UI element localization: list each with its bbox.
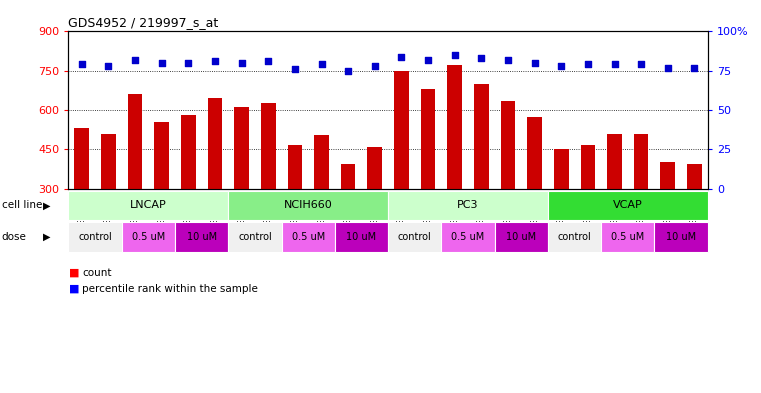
Bar xyxy=(661,162,675,189)
Bar xyxy=(501,101,515,189)
Bar xyxy=(234,107,249,189)
Point xyxy=(209,58,221,64)
Point xyxy=(155,60,167,66)
Point xyxy=(528,60,540,66)
Text: ■: ■ xyxy=(68,284,79,294)
Text: control: control xyxy=(558,232,591,242)
Point xyxy=(555,63,567,69)
Text: 0.5 uM: 0.5 uM xyxy=(132,232,165,242)
Text: ▶: ▶ xyxy=(43,200,51,210)
Point xyxy=(396,53,408,60)
Point xyxy=(608,61,620,68)
Bar xyxy=(447,66,462,189)
Bar xyxy=(75,129,89,189)
Point xyxy=(422,57,434,63)
Text: LNCAP: LNCAP xyxy=(130,200,167,210)
Bar xyxy=(421,89,435,189)
Bar xyxy=(341,164,355,189)
Bar xyxy=(527,117,542,189)
Text: control: control xyxy=(398,232,431,242)
Text: cell line: cell line xyxy=(2,200,42,210)
Bar xyxy=(261,103,275,189)
Point xyxy=(75,61,88,68)
Text: 0.5 uM: 0.5 uM xyxy=(291,232,325,242)
Bar xyxy=(554,149,568,189)
Bar xyxy=(687,164,702,189)
Text: dose: dose xyxy=(2,232,27,242)
Text: GDS4952 / 219997_s_at: GDS4952 / 219997_s_at xyxy=(68,16,218,29)
Text: 10 uM: 10 uM xyxy=(346,232,377,242)
Point xyxy=(581,61,594,68)
Bar xyxy=(154,122,169,189)
Point xyxy=(129,57,142,63)
Bar xyxy=(474,84,489,189)
Text: 0.5 uM: 0.5 uM xyxy=(451,232,485,242)
Point xyxy=(448,52,460,58)
Point xyxy=(475,55,487,61)
Text: ▶: ▶ xyxy=(43,232,51,242)
Bar xyxy=(634,134,648,189)
Bar xyxy=(314,135,329,189)
Bar xyxy=(128,94,142,189)
Text: 10 uM: 10 uM xyxy=(186,232,217,242)
Bar xyxy=(288,145,302,189)
Point xyxy=(102,63,114,69)
Point xyxy=(315,61,327,68)
Text: VCAP: VCAP xyxy=(613,200,643,210)
Bar xyxy=(101,134,116,189)
Point xyxy=(635,61,647,68)
Bar xyxy=(581,145,595,189)
Bar xyxy=(368,147,382,189)
Point xyxy=(368,63,380,69)
Bar xyxy=(394,71,409,189)
Text: count: count xyxy=(82,268,112,278)
Point xyxy=(262,58,274,64)
Text: control: control xyxy=(78,232,112,242)
Text: control: control xyxy=(238,232,272,242)
Text: PC3: PC3 xyxy=(457,200,479,210)
Point xyxy=(661,64,674,71)
Point xyxy=(342,68,354,74)
Text: ■: ■ xyxy=(68,268,79,278)
Point xyxy=(688,64,700,71)
Text: 0.5 uM: 0.5 uM xyxy=(611,232,645,242)
Bar xyxy=(607,134,622,189)
Bar xyxy=(181,115,196,189)
Text: percentile rank within the sample: percentile rank within the sample xyxy=(82,284,258,294)
Text: 10 uM: 10 uM xyxy=(666,232,696,242)
Text: 10 uM: 10 uM xyxy=(506,232,537,242)
Text: NCIH660: NCIH660 xyxy=(284,200,333,210)
Point xyxy=(235,60,247,66)
Point xyxy=(182,60,194,66)
Bar xyxy=(208,98,222,189)
Point xyxy=(501,57,514,63)
Point xyxy=(288,66,301,72)
